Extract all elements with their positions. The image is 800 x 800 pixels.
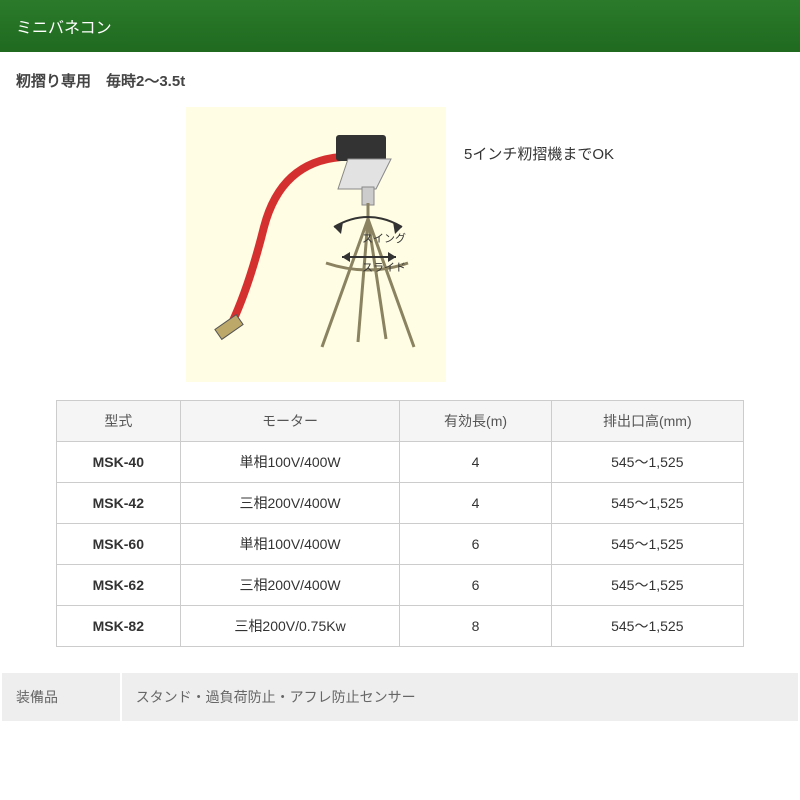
col-height: 排出口高(mm) xyxy=(551,401,743,442)
cell: 8 xyxy=(400,606,551,647)
spec-header-row: 型式 モーター 有効長(m) 排出口高(mm) xyxy=(57,401,744,442)
cell: 545～1,525 xyxy=(551,524,743,565)
cell: 545～1,525 xyxy=(551,565,743,606)
cell: 6 xyxy=(400,565,551,606)
cell-model: MSK-62 xyxy=(57,565,181,606)
cell-model: MSK-60 xyxy=(57,524,181,565)
table-row: MSK-42三相200V/400W4545～1,525 xyxy=(57,483,744,524)
spec-table: 型式 モーター 有効長(m) 排出口高(mm) MSK-40単相100V/400… xyxy=(56,400,744,647)
table-row: MSK-40単相100V/400W4545～1,525 xyxy=(57,442,744,483)
cell: 三相200V/400W xyxy=(180,565,400,606)
section-banner: ミニバネコン xyxy=(0,0,800,52)
cell-model: MSK-82 xyxy=(57,606,181,647)
table-row: MSK-62三相200V/400W6545～1,525 xyxy=(57,565,744,606)
banner-title: ミニバネコン xyxy=(16,20,112,37)
cell: 4 xyxy=(400,483,551,524)
cell: 単相100V/400W xyxy=(180,524,400,565)
cell: 三相200V/400W xyxy=(180,483,400,524)
equipment-value: スタンド・過負荷防止・アフレ防止センサー xyxy=(121,672,799,722)
col-length: 有効長(m) xyxy=(400,401,551,442)
col-model: 型式 xyxy=(57,401,181,442)
equipment-label: 装備品 xyxy=(1,672,121,722)
swing-label: スイング xyxy=(362,231,406,245)
product-illustration: スイング スライド xyxy=(186,107,446,382)
cell: 6 xyxy=(400,524,551,565)
equipment-table: 装備品 スタンド・過負荷防止・アフレ防止センサー xyxy=(0,671,800,723)
figure-area: スイング スライド 5インチ籾摺機までOK xyxy=(0,99,800,400)
cell: 545～1,525 xyxy=(551,483,743,524)
cell-model: MSK-42 xyxy=(57,483,181,524)
cell-model: MSK-40 xyxy=(57,442,181,483)
cell: 4 xyxy=(400,442,551,483)
section-subtitle: 籾摺り専用 毎時2～3.5t xyxy=(0,52,800,99)
cell: 545～1,525 xyxy=(551,442,743,483)
cell: 545～1,525 xyxy=(551,606,743,647)
spec-body: MSK-40単相100V/400W4545～1,525MSK-42三相200V/… xyxy=(57,442,744,647)
cell: 単相100V/400W xyxy=(180,442,400,483)
cell: 三相200V/0.75Kw xyxy=(180,606,400,647)
table-row: MSK-60単相100V/400W6545～1,525 xyxy=(57,524,744,565)
figure-caption: 5インチ籾摺機までOK xyxy=(464,143,614,164)
slide-label: スライド xyxy=(362,262,406,274)
col-motor: モーター xyxy=(180,401,400,442)
table-row: MSK-82三相200V/0.75Kw8545～1,525 xyxy=(57,606,744,647)
